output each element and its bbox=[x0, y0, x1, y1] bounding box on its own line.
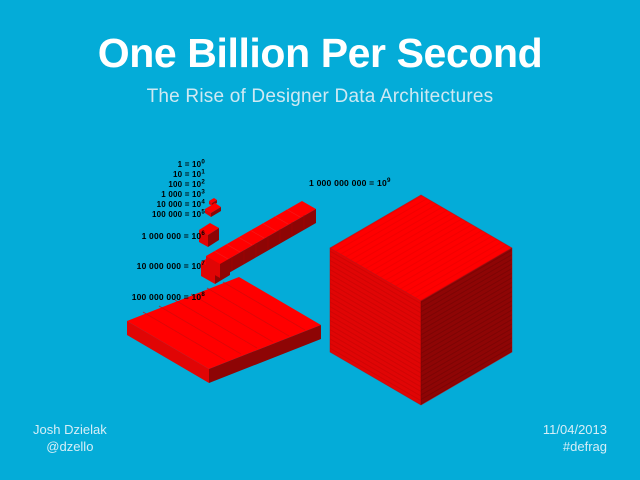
label-1e7: 10 000 000 = 107 bbox=[136, 260, 205, 271]
label-1e1: 10 = 101 bbox=[172, 168, 205, 179]
label-1e9: 1 000 000 000 = 109 bbox=[309, 177, 391, 188]
footer-author: Josh Dzielak bbox=[33, 421, 107, 437]
page-title: One Billion Per Second bbox=[97, 30, 543, 76]
label-1e4: 10 000 = 104 bbox=[156, 198, 205, 209]
volume-1e8 bbox=[127, 277, 321, 383]
label-1e0: 1 = 100 bbox=[177, 158, 205, 169]
page-subtitle: The Rise of Designer Data Architectures bbox=[146, 86, 494, 107]
label-1e8: 100 000 000 = 108 bbox=[131, 291, 205, 302]
footer-author-block: Josh Dzielak @dzello bbox=[33, 421, 107, 456]
volume-1e4 bbox=[205, 203, 221, 217]
volume-1e9 bbox=[329, 194, 513, 406]
footer-date: 11/04/2013 bbox=[542, 421, 607, 437]
label-1e3: 1 000 = 103 bbox=[161, 188, 205, 199]
footer-handle: @dzello bbox=[46, 439, 94, 455]
volume-1e5 bbox=[199, 223, 219, 247]
label-1e2: 100 = 102 bbox=[168, 178, 205, 189]
footer-hashtag: #defrag bbox=[562, 439, 607, 455]
label-1e6: 1 000 000 = 106 bbox=[141, 230, 205, 241]
footer-event-block: 11/04/2013 #defrag bbox=[543, 421, 607, 456]
label-1e5: 100 000 = 105 bbox=[151, 208, 205, 219]
volume-1e7 bbox=[206, 201, 316, 278]
